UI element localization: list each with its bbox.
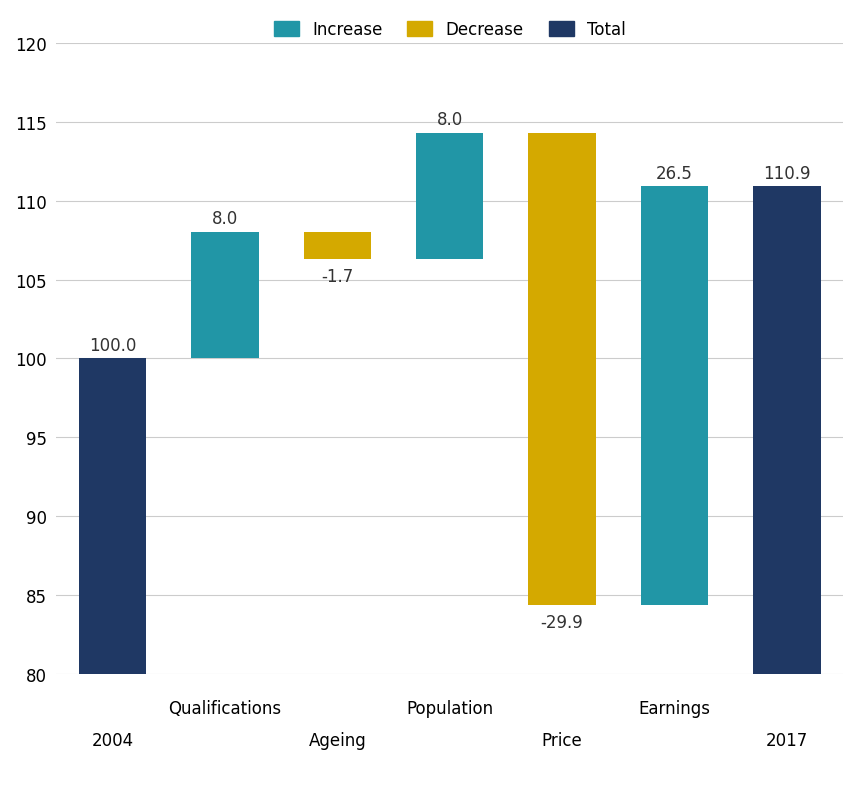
Bar — [416, 133, 483, 259]
Text: -1.7: -1.7 — [321, 267, 353, 286]
Text: 8.0: 8.0 — [437, 111, 462, 128]
Text: Earnings: Earnings — [638, 699, 710, 717]
Text: 100.0: 100.0 — [89, 336, 136, 354]
Text: 2017: 2017 — [765, 731, 808, 749]
Text: Price: Price — [541, 731, 583, 749]
Text: Population: Population — [406, 699, 493, 717]
Bar — [641, 187, 708, 605]
Text: Ageing: Ageing — [309, 731, 366, 749]
Text: 8.0: 8.0 — [212, 210, 239, 228]
Text: 26.5: 26.5 — [656, 165, 693, 182]
Bar — [529, 133, 595, 605]
Bar — [753, 187, 820, 675]
Legend: Increase, Decrease, Total: Increase, Decrease, Total — [267, 14, 632, 46]
Text: 110.9: 110.9 — [763, 165, 811, 182]
Text: -29.9: -29.9 — [541, 613, 583, 630]
Bar — [191, 233, 259, 359]
Bar — [304, 233, 371, 259]
Text: 2004: 2004 — [92, 731, 134, 749]
Bar — [79, 359, 147, 675]
Text: Qualifications: Qualifications — [168, 699, 281, 717]
